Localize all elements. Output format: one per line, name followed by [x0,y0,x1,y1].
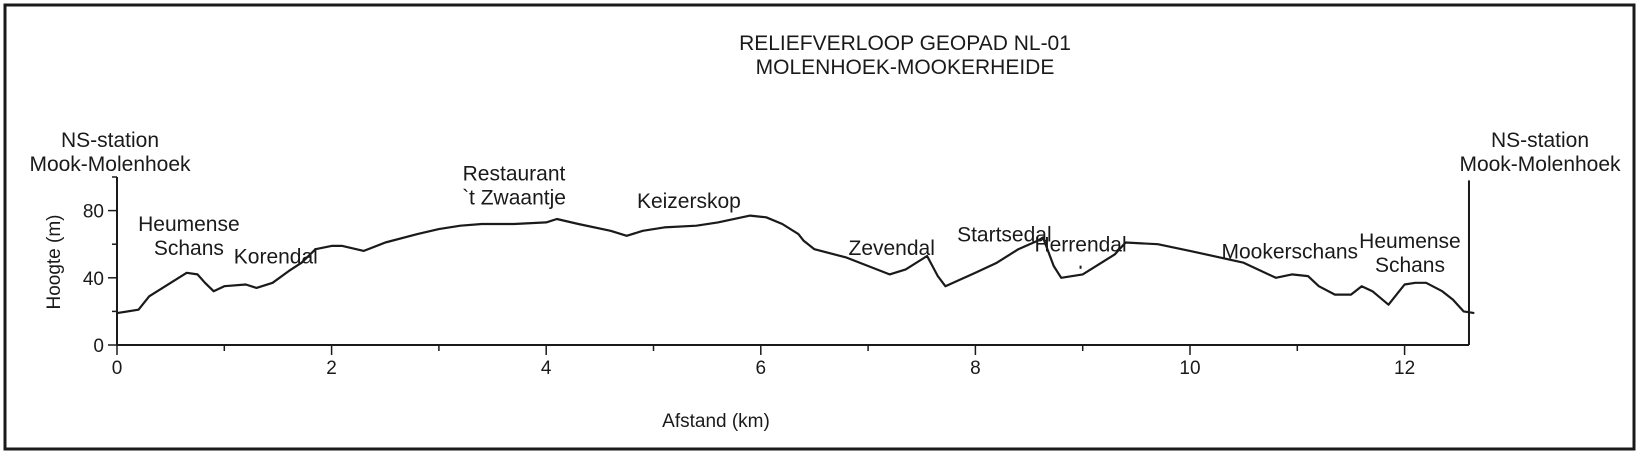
x-tick-label: 4 [541,358,552,379]
x-tick-label: 2 [326,358,337,379]
y-axis-label: Hoogte (m) [44,214,65,309]
y-tick-label: 80 [83,202,104,223]
x-tick-label: 8 [970,358,981,379]
annotation: Startsedal [957,224,1052,247]
annotation-label: NS-station [61,129,159,152]
annotation-label: Startsedal [957,224,1052,247]
x-tick-label: 6 [756,358,767,379]
y-tick-label: 40 [83,269,104,290]
chart-frame [3,3,1636,451]
annotation-label: Mook-Molenhoek [29,153,191,176]
x-tick-label: 0 [112,358,123,379]
annotation-label: Restaurant [463,163,566,186]
annotation-label: `t Zwaantje [462,187,566,210]
annotation: Korendal [234,245,318,268]
chart-title-line-1: RELIEFVERLOOP GEOPAD NL-01 [739,32,1071,55]
annotation: Mookerschans [1222,240,1359,263]
axes: 0 40 80 0 2 4 6 8 10 12 [83,176,1470,379]
x-tick-label: 12 [1394,358,1415,379]
annotation-label: NS-station [1491,129,1589,152]
annotation-label: Heumense [138,213,240,236]
annotation-label: Mook-Molenhoek [1459,153,1621,176]
x-axis-label: Afstand (km) [662,411,770,432]
annotation: Restaurant`t Zwaantje [462,163,566,210]
annotation-label: Zevendal [849,237,935,260]
annotation-label: Schans [1375,254,1445,277]
elevation-line [116,214,1475,315]
annotation-label: Mookerschans [1222,240,1359,263]
annotation: Herrendal [1034,234,1127,269]
annotation: Zevendal [849,237,935,260]
annotation-label: Heumense [1359,230,1461,253]
plot-area [116,214,1475,315]
annotation-label: Keizerskop [637,190,741,213]
annotation-label: Korendal [234,245,318,268]
y-tick-label: 0 [93,336,104,357]
chart-title-line-2: MOLENHOEK-MOOKERHEIDE [756,56,1055,79]
annotation: Keizerskop [637,190,741,213]
x-tick-label: 10 [1179,358,1200,379]
annotation-label: Schans [154,237,224,260]
annotation-label: Herrendal [1034,234,1126,257]
